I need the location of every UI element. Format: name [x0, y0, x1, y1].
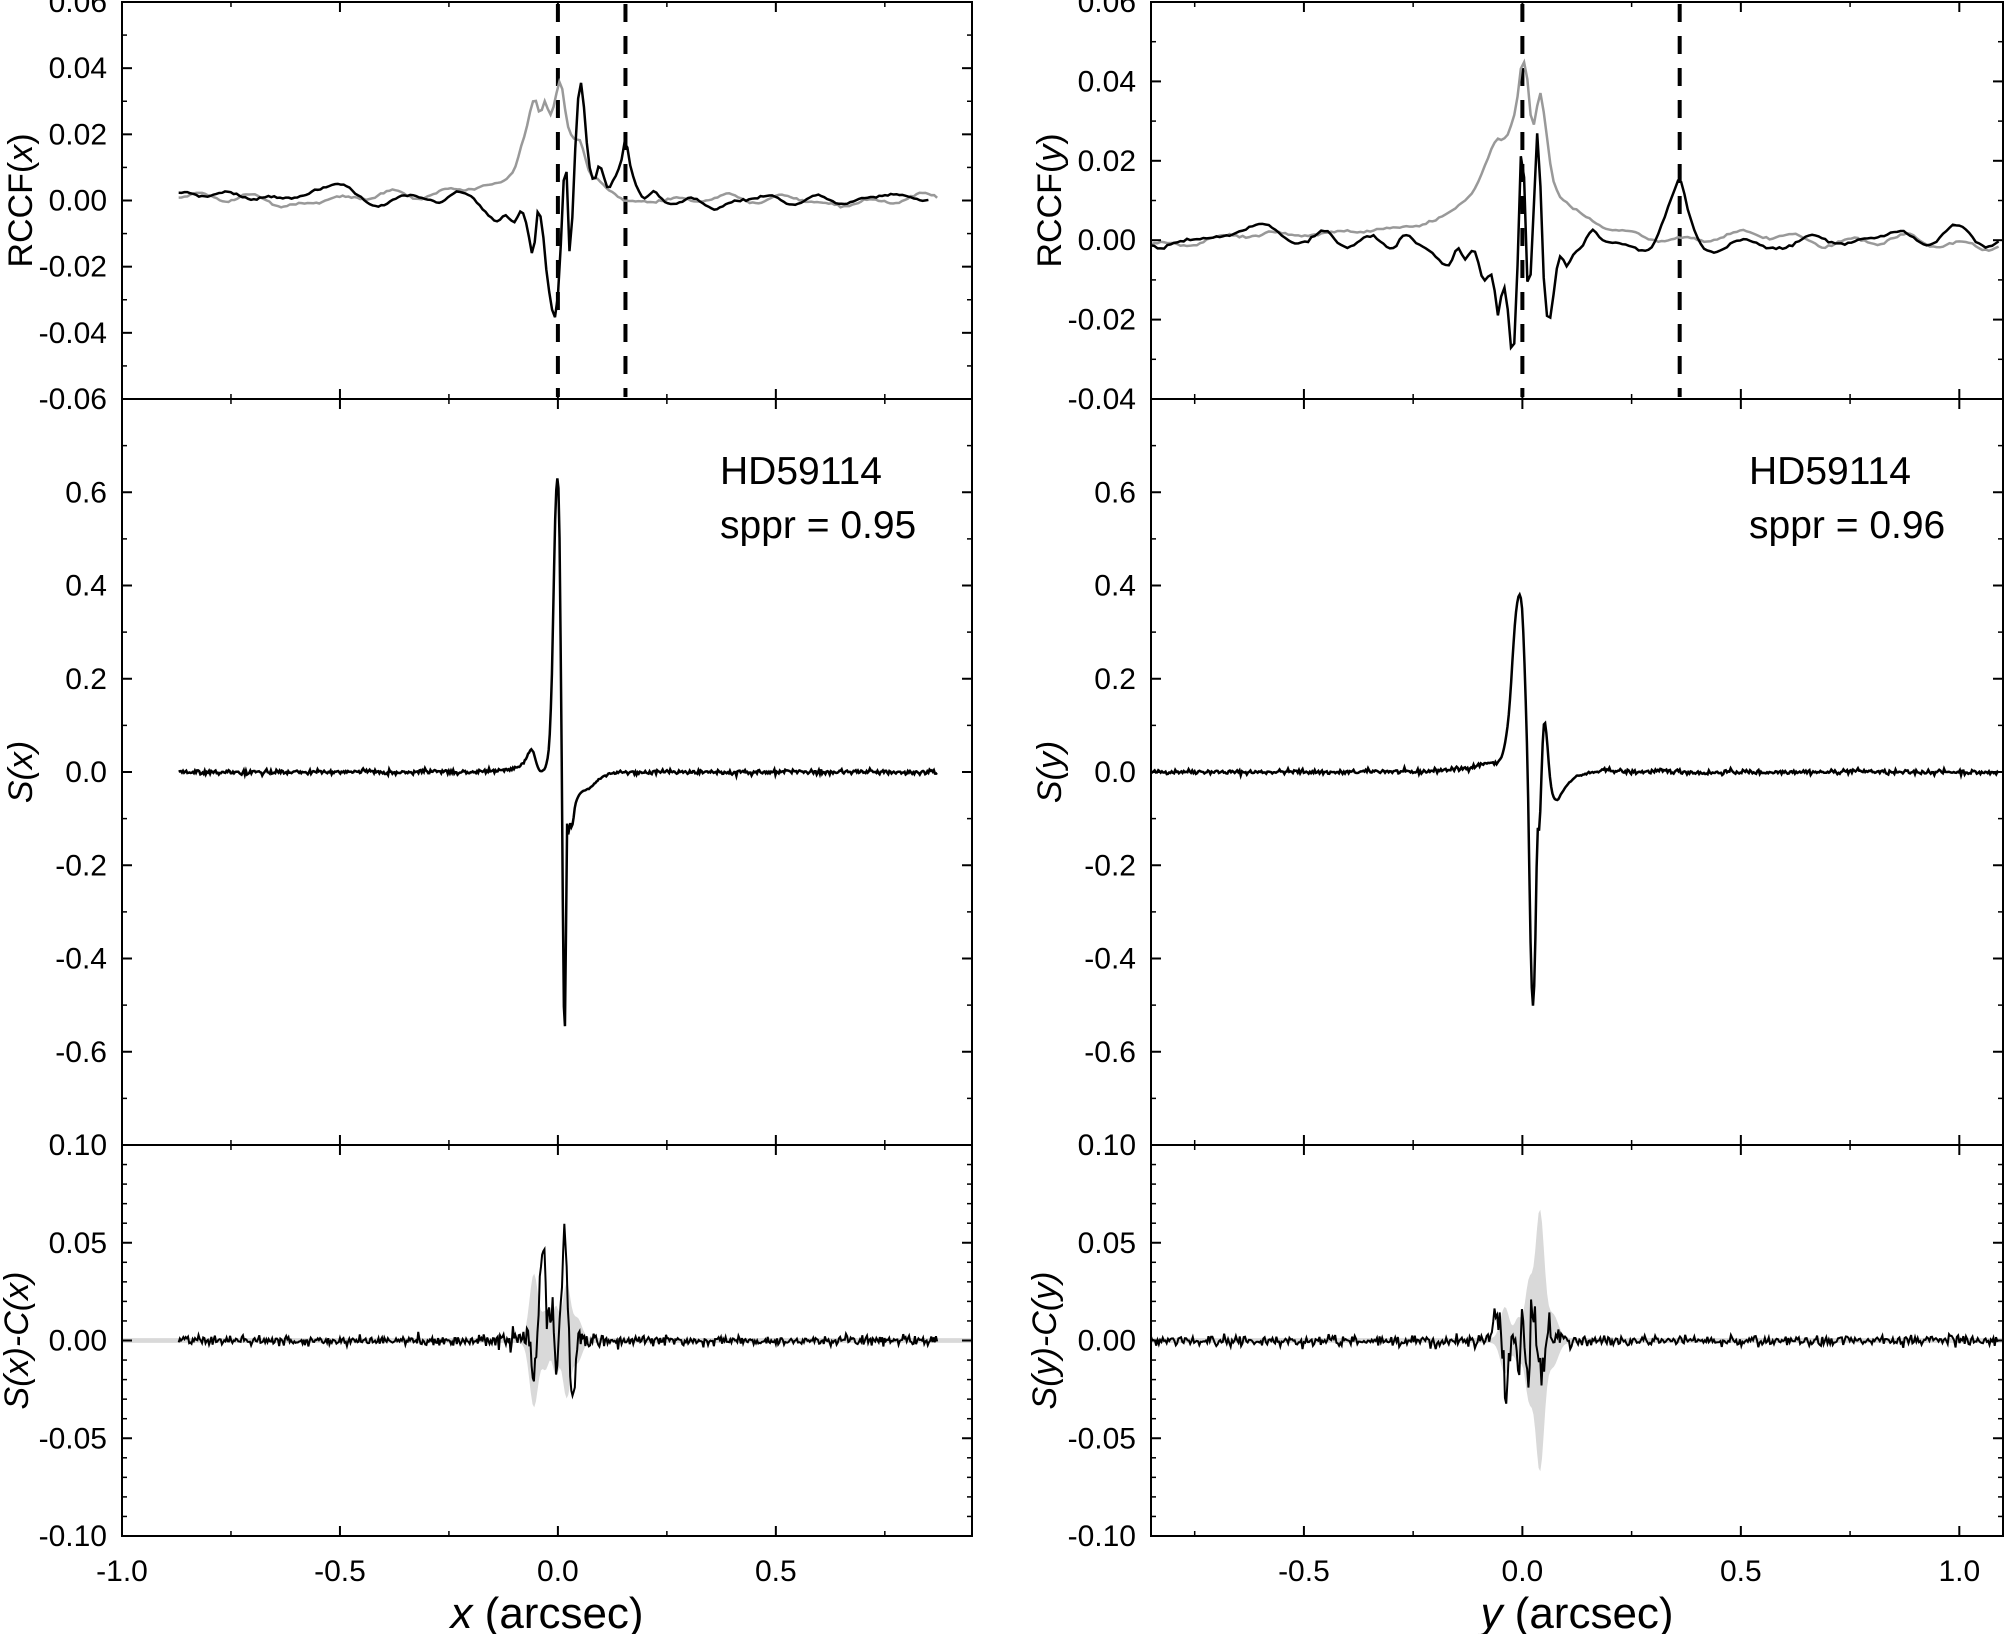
- svg-text:0.0: 0.0: [65, 756, 107, 789]
- svg-text:0.5: 0.5: [1720, 1555, 1762, 1588]
- svg-text:-1.0: -1.0: [96, 1555, 148, 1588]
- svg-text:0.0: 0.0: [1094, 756, 1136, 789]
- svg-text:RCCF(x): RCCF(x): [2, 133, 40, 267]
- svg-text:-0.2: -0.2: [1084, 849, 1136, 882]
- svg-text:y (arcsec): y (arcsec): [1477, 1589, 1673, 1634]
- svg-text:-0.04: -0.04: [39, 317, 107, 350]
- svg-text:S(y): S(y): [1031, 741, 1069, 803]
- svg-text:0.4: 0.4: [1094, 570, 1136, 603]
- svg-text:HD59114: HD59114: [720, 450, 882, 493]
- svg-text:-0.5: -0.5: [1278, 1555, 1330, 1588]
- svg-text:-0.04: -0.04: [1068, 383, 1136, 416]
- svg-text:0.2: 0.2: [1094, 663, 1136, 696]
- svg-text:-0.06: -0.06: [39, 383, 107, 416]
- svg-text:0.10: 0.10: [49, 1129, 107, 1162]
- svg-text:0.00: 0.00: [1078, 224, 1136, 257]
- svg-text:0.0: 0.0: [1502, 1555, 1544, 1588]
- svg-text:-0.4: -0.4: [55, 943, 107, 976]
- svg-text:sppr = 0.95: sppr = 0.95: [720, 504, 916, 547]
- svg-text:S(x): S(x): [2, 741, 40, 803]
- svg-text:0.02: 0.02: [1078, 145, 1136, 178]
- svg-text:RCCF(y): RCCF(y): [1031, 133, 1069, 267]
- svg-text:-0.4: -0.4: [1084, 943, 1136, 976]
- svg-text:-0.05: -0.05: [1068, 1422, 1136, 1455]
- svg-text:0.6: 0.6: [65, 476, 107, 509]
- svg-text:0.10: 0.10: [1078, 1129, 1136, 1162]
- svg-text:0.00: 0.00: [49, 1325, 107, 1358]
- svg-text:-0.6: -0.6: [55, 1036, 107, 1069]
- svg-text:0.6: 0.6: [1094, 476, 1136, 509]
- svg-text:0.06: 0.06: [49, 0, 107, 19]
- svg-text:0.2: 0.2: [65, 663, 107, 696]
- svg-text:0.05: 0.05: [1078, 1227, 1136, 1260]
- svg-text:-0.10: -0.10: [1068, 1520, 1136, 1553]
- svg-text:0.06: 0.06: [1078, 0, 1136, 19]
- svg-text:S(y)-C(y): S(y)-C(y): [1026, 1272, 1064, 1410]
- svg-text:0.05: 0.05: [49, 1227, 107, 1260]
- svg-text:-0.5: -0.5: [314, 1555, 366, 1588]
- svg-text:HD59114: HD59114: [1749, 450, 1911, 493]
- svg-text:0.02: 0.02: [49, 118, 107, 151]
- svg-text:-0.6: -0.6: [1084, 1036, 1136, 1069]
- svg-text:0.00: 0.00: [1078, 1325, 1136, 1358]
- svg-text:-0.2: -0.2: [55, 849, 107, 882]
- svg-text:sppr = 0.96: sppr = 0.96: [1749, 504, 1945, 547]
- svg-text:0.5: 0.5: [755, 1555, 797, 1588]
- svg-text:0.00: 0.00: [49, 185, 107, 218]
- svg-text:-0.02: -0.02: [1068, 304, 1136, 337]
- svg-text:S(x)-C(x): S(x)-C(x): [0, 1272, 36, 1410]
- svg-text:0.0: 0.0: [537, 1555, 579, 1588]
- svg-text:x (arcsec): x (arcsec): [448, 1589, 643, 1634]
- svg-text:1.0: 1.0: [1938, 1555, 1980, 1588]
- svg-text:0.04: 0.04: [1078, 65, 1136, 98]
- svg-text:0.4: 0.4: [65, 570, 107, 603]
- svg-text:0.04: 0.04: [49, 52, 107, 85]
- svg-text:-0.02: -0.02: [39, 251, 107, 284]
- svg-text:-0.10: -0.10: [39, 1520, 107, 1553]
- svg-text:-0.05: -0.05: [39, 1422, 107, 1455]
